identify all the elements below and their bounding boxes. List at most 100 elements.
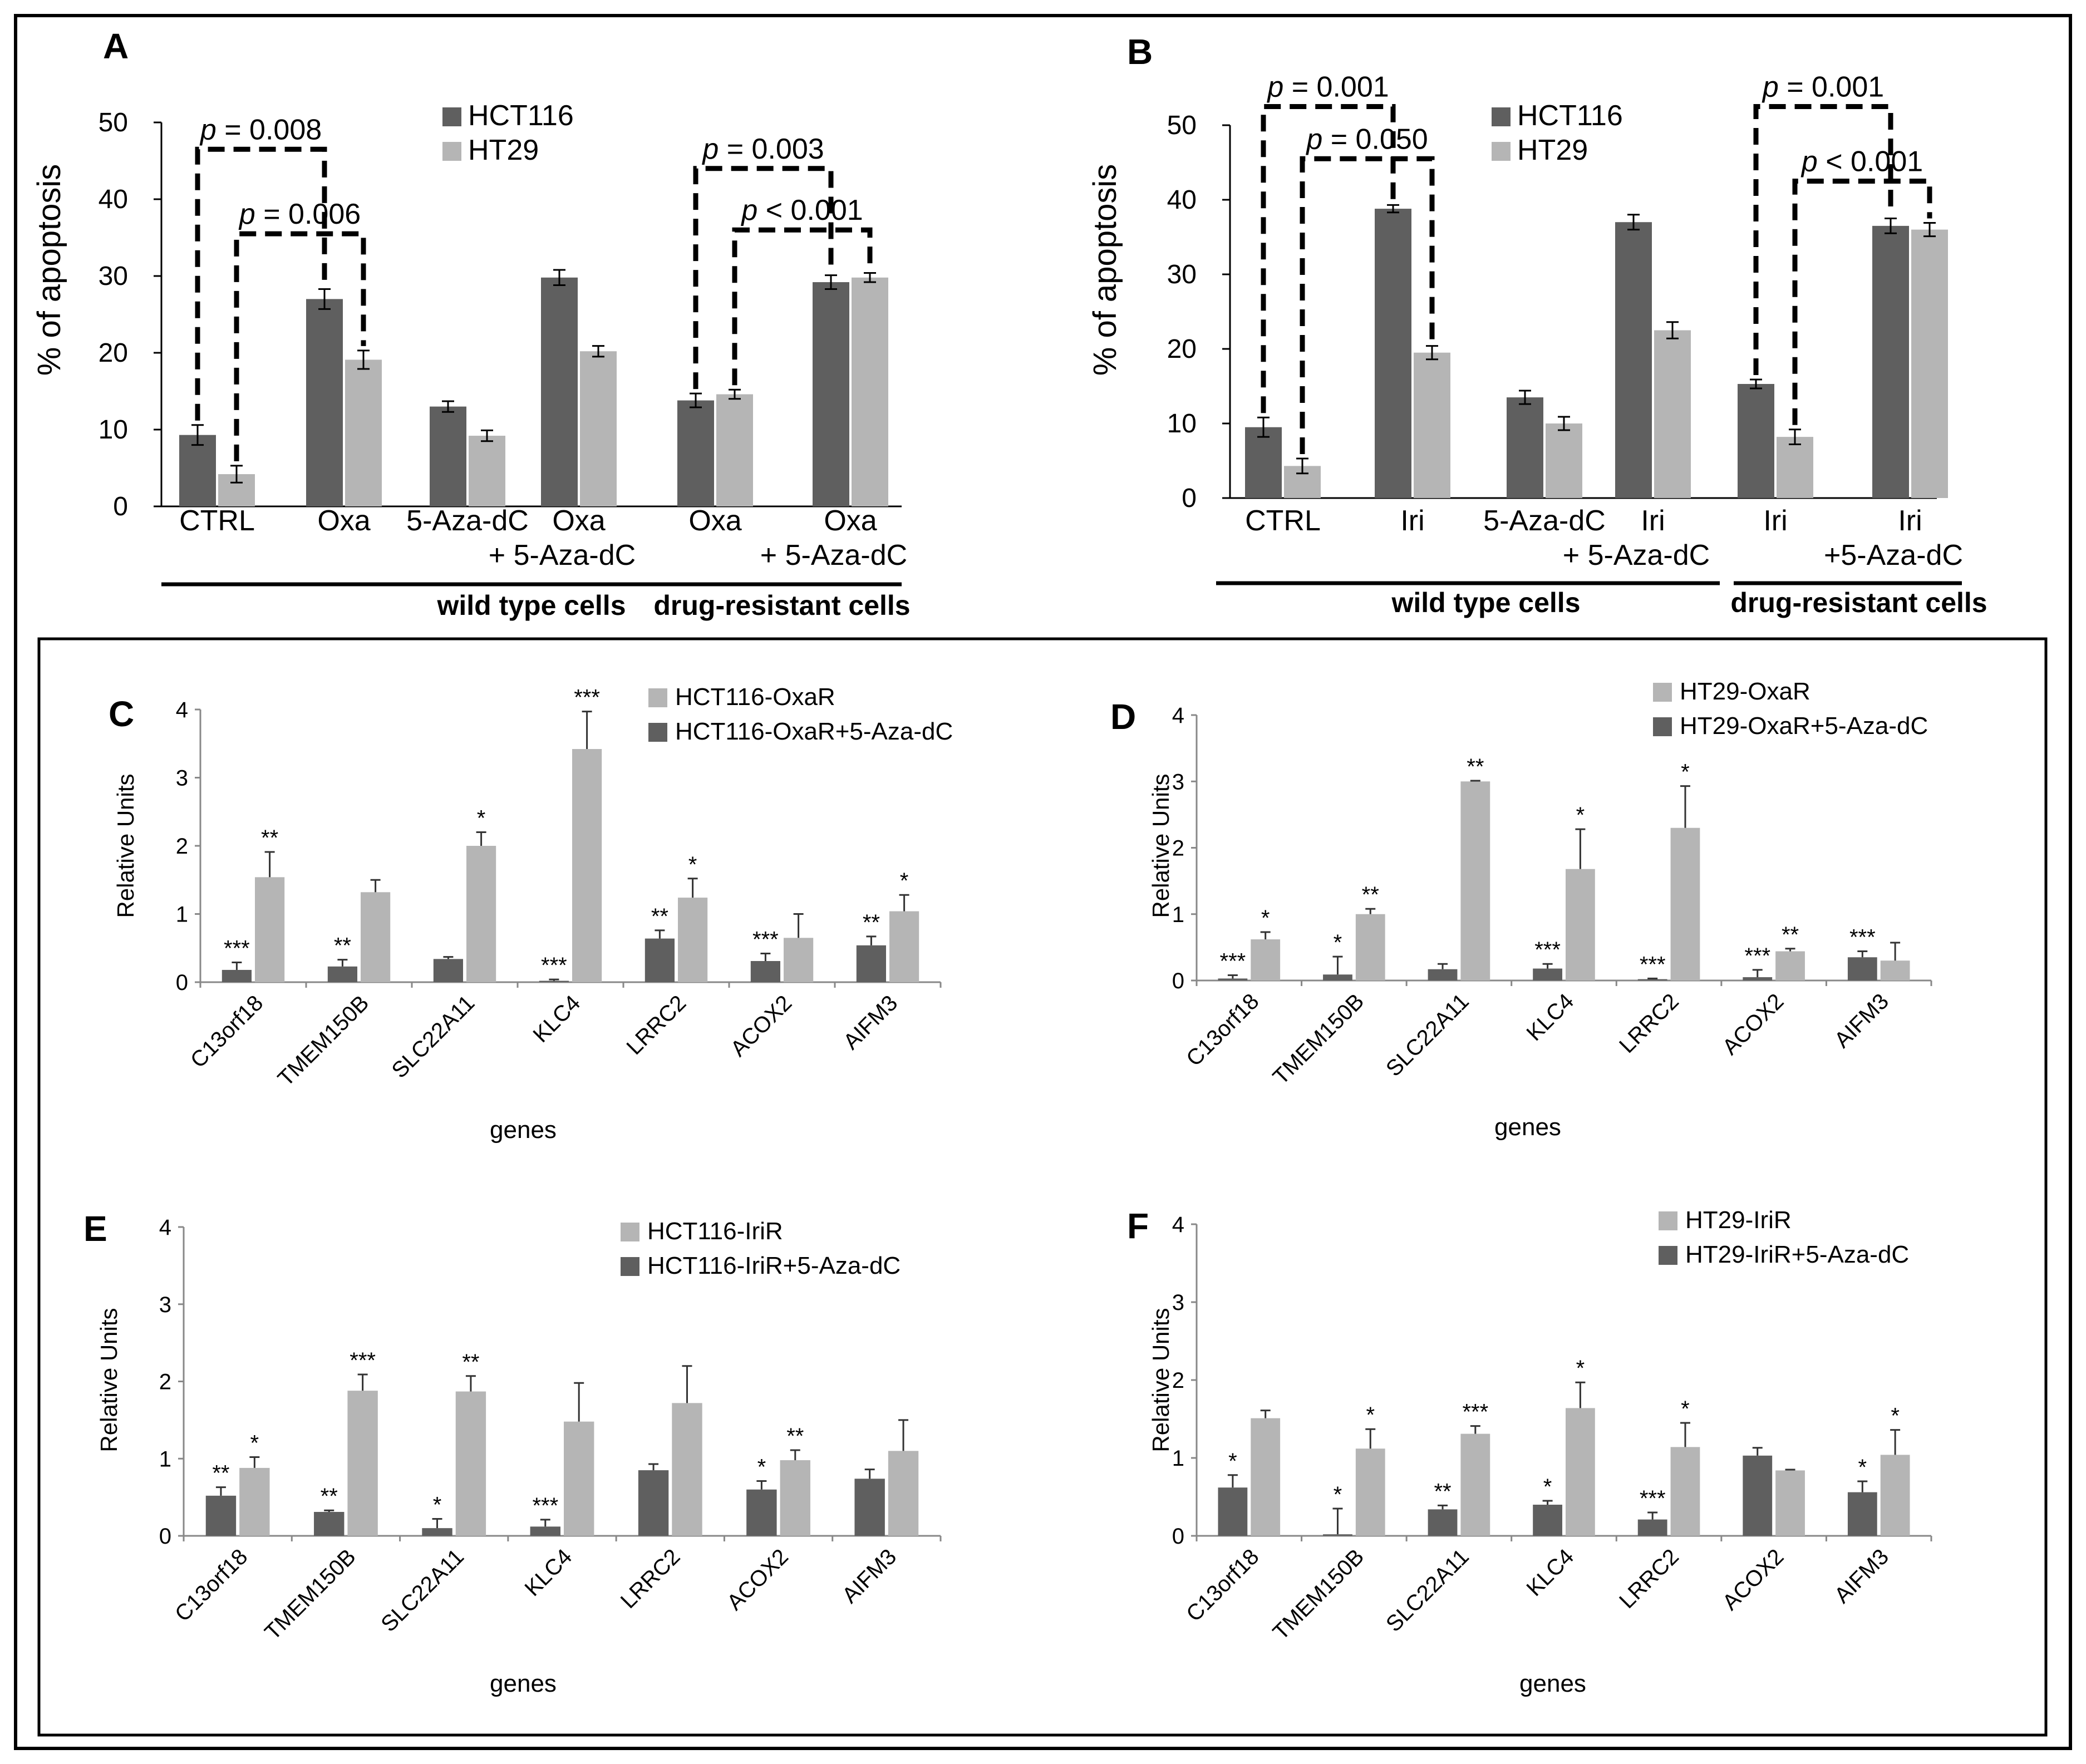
legend-swatch [1653, 717, 1672, 736]
y-tick-label: 3 [159, 1293, 171, 1317]
group-label: wild type cells [436, 590, 626, 621]
p-value-text: < 0.001 [757, 194, 863, 226]
p-value-label: p < 0.001 [1800, 146, 1923, 178]
legend-label: HCT116 [1517, 100, 1623, 132]
category-label: Oxa [317, 505, 370, 537]
y-tick-label: 4 [1172, 1213, 1184, 1237]
p-symbol: p [1305, 123, 1322, 155]
bar [1460, 1433, 1490, 1536]
bar [1507, 397, 1543, 498]
category-label: KLC4 [520, 1544, 577, 1601]
significance-stars: *** [350, 1348, 376, 1373]
p-value-bracket [1300, 156, 1435, 454]
legend-swatch [1659, 1246, 1677, 1265]
legend-label: HT29-IriR [1685, 1206, 1792, 1234]
significance-stars: *** [224, 936, 250, 960]
category-label: Iri + 5-Aza-dC [1563, 505, 1710, 571]
p-value-text: = 0.006 [255, 198, 361, 230]
p-value-label: p = 0.006 [238, 198, 361, 230]
bar [1880, 1455, 1910, 1536]
category-label: Iri [1763, 505, 1787, 537]
y-tick-label: 30 [1167, 260, 1197, 289]
category-label: AIFM3 [838, 1544, 901, 1608]
y-tick-label: 1 [159, 1447, 171, 1471]
bar [469, 436, 505, 506]
category-label: LRRC2 [1615, 1544, 1684, 1613]
p-value-text: = 0.001 [1779, 71, 1884, 104]
p-value-bracket [1753, 104, 1893, 375]
p-value-text: = 0.050 [1322, 123, 1428, 155]
bar [1546, 423, 1582, 498]
category-label: AIFM3 [1830, 989, 1893, 1052]
significance-stars: *** [1640, 952, 1666, 977]
significance-stars: ** [1782, 923, 1799, 947]
y-tick-label: 30 [99, 262, 128, 291]
category-label: CTRL [1245, 505, 1321, 537]
significance-stars: * [900, 869, 909, 893]
bar [205, 1495, 237, 1536]
significance-stars: ** [462, 1350, 479, 1374]
inner-frame [37, 637, 2048, 1737]
y-tick-label: 0 [176, 970, 188, 995]
p-value-bracket [234, 231, 366, 461]
category-label: SLC22A11 [1381, 989, 1474, 1081]
y-axis-label: % of apoptosis [1087, 164, 1123, 376]
category-label: TMEM150B [1268, 1544, 1369, 1644]
panel-label: F [1127, 1206, 1149, 1246]
x-axis-label: genes [1519, 1670, 1586, 1697]
bar [179, 435, 216, 506]
category-label: Oxa [688, 505, 741, 537]
y-tick-label: 3 [1172, 770, 1184, 794]
bar [1355, 914, 1385, 980]
legend-swatch [442, 107, 461, 126]
x-axis-label: genes [490, 1116, 557, 1144]
panel-label: B [1127, 32, 1153, 72]
category-label: AIFM3 [839, 991, 902, 1054]
category-label: SLC22A11 [387, 991, 480, 1083]
category-label: Iri +5-Aza-dC [1824, 505, 1963, 571]
category-label: Oxa + 5-Aza-dC [760, 505, 907, 571]
bar [1847, 1492, 1877, 1536]
bar [813, 282, 849, 506]
category-label: Oxa + 5-Aza-dC [489, 505, 636, 571]
group-label: wild type cells [1391, 587, 1580, 618]
bar [580, 351, 617, 506]
y-tick-label: 1 [1172, 903, 1184, 927]
bar [1872, 225, 1909, 498]
bar [888, 1451, 919, 1536]
significance-stars: *** [574, 686, 600, 710]
category-label: C13orf18 [186, 991, 268, 1072]
category-label: 5-Aza-dC [1483, 505, 1606, 537]
significance-stars: * [250, 1431, 259, 1455]
legend-swatch [621, 1223, 639, 1241]
significance-stars: *** [532, 1494, 558, 1518]
bar [856, 945, 886, 982]
bar [1777, 437, 1813, 498]
legend-swatch [1492, 107, 1511, 126]
category-label-line: Oxa [824, 505, 877, 537]
p-symbol: p [740, 194, 757, 226]
legend-swatch [1659, 1211, 1677, 1230]
bar [750, 961, 780, 982]
legend-swatch [1492, 142, 1511, 161]
bar [1323, 1534, 1352, 1536]
bar [1323, 974, 1352, 980]
significance-stars: ** [1467, 755, 1484, 779]
bar [1251, 1418, 1281, 1536]
panel-A: A 0 10 20 30 40 50 % of apoptosis CTRL Oxa 5-Aza-d… [31, 26, 911, 621]
bar [239, 1467, 270, 1536]
y-tick-label: 4 [176, 698, 188, 722]
panel-label: A [103, 26, 129, 66]
y-tick-label: 10 [99, 415, 128, 445]
significance-stars: *** [1640, 1486, 1666, 1511]
bar [1375, 209, 1411, 499]
bar [852, 277, 888, 506]
bar [222, 969, 252, 982]
bar [564, 1421, 594, 1536]
significance-stars: * [688, 853, 697, 877]
bar [539, 980, 569, 982]
p-value-label: p = 0.008 [199, 114, 322, 146]
legend-label: HT29-OxaR [1680, 678, 1811, 705]
